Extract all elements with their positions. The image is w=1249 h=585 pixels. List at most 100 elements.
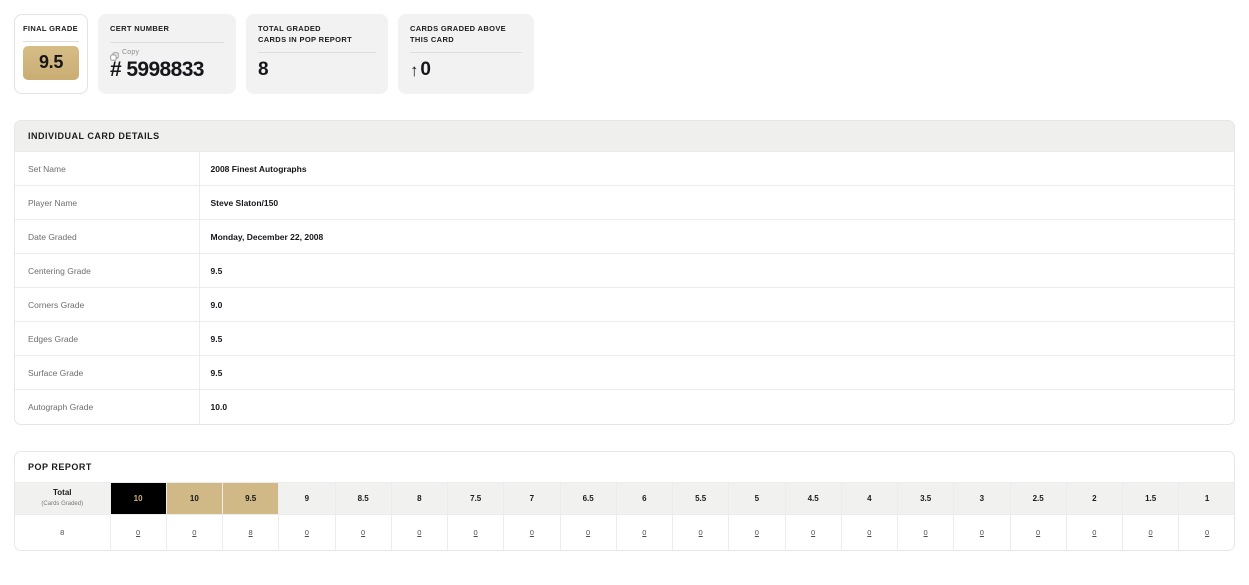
pop-grade-count-cell[interactable]: 0	[109, 513, 167, 550]
pop-grade-header-1-5: 1.5	[1121, 481, 1179, 514]
pop-grade-count-link[interactable]: 0	[1092, 527, 1097, 537]
pop-grade-header-7-5: 7.5	[446, 481, 504, 514]
pop-grade-count-link[interactable]: 0	[923, 527, 928, 537]
pop-grade-count-cell[interactable]: 0	[1009, 513, 1067, 550]
cert-number-value: # 5998833	[110, 57, 204, 81]
pop-grade-count-link[interactable]: 0	[642, 527, 647, 537]
pop-report-title: POP REPORT	[15, 451, 1234, 482]
pop-grade-count-cell[interactable]: 0	[390, 513, 448, 550]
pop-grade-header-2: 2	[1065, 481, 1123, 514]
pop-grade-count-link[interactable]: 0	[754, 527, 759, 537]
pop-grade-count-cell[interactable]: 0	[503, 513, 560, 550]
pop-grade-count-cell[interactable]: 0	[953, 513, 1010, 550]
table-row: Centering Grade 9.5	[15, 253, 1234, 288]
copy-cert-button[interactable]: Copy	[110, 48, 224, 61]
pop-grade-count-link[interactable]: 0	[529, 527, 534, 537]
pop-grade-header-4: 4	[840, 481, 898, 514]
detail-value: 9.5	[210, 265, 223, 276]
final-grade-badge: 9.5	[23, 45, 79, 80]
pop-grade-count-cell[interactable]: 0	[896, 513, 954, 550]
final-grade-card: FINAL GRADE 9.5	[14, 14, 88, 94]
pop-grade-header-5: 5	[728, 481, 785, 514]
pop-report-panel: POP REPORT Total (Cards Graded) 10 10 9.5 9…	[14, 450, 1235, 551]
pop-grade-count-cell[interactable]: 0	[1178, 513, 1234, 550]
pop-grade-count-cell[interactable]: 0	[728, 513, 785, 550]
detail-key: Corners Grade	[15, 287, 200, 322]
pop-grade-count-link[interactable]: 0	[192, 527, 197, 537]
final-grade-label: FINAL GRADE	[23, 24, 78, 33]
table-row: Surface Grade 9.5	[15, 355, 1234, 390]
pop-grade-count-link[interactable]: 8	[248, 527, 253, 537]
details-table: Set Name 2008 Finest Autographs Player Nam…	[15, 151, 1234, 424]
pop-grade-count-link[interactable]: 0	[698, 527, 703, 537]
card-divider	[258, 52, 376, 53]
pop-grade-count-cell[interactable]: 0	[671, 513, 729, 550]
detail-key: Player Name	[15, 185, 200, 220]
pop-grade-count-cell[interactable]: 0	[615, 513, 673, 550]
pop-grade-count-link[interactable]: 0	[361, 527, 366, 537]
card-divider	[110, 41, 224, 43]
table-row: Set Name 2008 Finest Autographs	[15, 151, 1234, 186]
pop-grade-count-cell[interactable]: 0	[1121, 513, 1179, 550]
detail-value: Monday, December 22, 2008	[210, 231, 324, 242]
pop-total-header-label: Total	[52, 487, 72, 497]
pop-grade-count-link[interactable]: 0	[979, 527, 984, 537]
pop-grade-count-link[interactable]: 0	[867, 527, 872, 537]
pop-grade-count-cell[interactable]: 0	[334, 513, 392, 550]
total-graded-value: 8	[258, 59, 269, 80]
table-row: Autograph Grade 10.0	[15, 389, 1234, 424]
pop-grade-header-8: 8	[390, 481, 448, 514]
cards-above-label: CARDS GRADED ABOVE THIS CARD	[410, 24, 507, 44]
pop-grade-header-6-5: 6.5	[559, 481, 617, 514]
cards-above-card: CARDS GRADED ABOVE THIS CARD ↑ 0	[398, 14, 534, 94]
arrow-up-icon: ↑	[410, 60, 419, 80]
detail-key: Autograph Grade	[15, 389, 200, 424]
detail-key: Date Graded	[15, 219, 200, 254]
pop-grade-header-7: 7	[503, 481, 560, 514]
pop-grade-count-link[interactable]: 0	[304, 527, 309, 537]
pop-grade-header-6: 6	[615, 481, 673, 514]
table-row: Corners Grade 9.0	[15, 287, 1234, 322]
pop-grade-count-link[interactable]: 0	[586, 527, 591, 537]
table-row: Edges Grade 9.5	[15, 321, 1234, 356]
table-row: Player Name Steve Slaton/150	[15, 185, 1234, 220]
pop-total-subheader: (Cards Graded)	[41, 500, 84, 507]
pop-grade-count-link[interactable]: 0	[473, 527, 478, 537]
individual-card-details-panel: INDIVIDUAL CARD DETAILS Set Name 2008 Fin…	[14, 120, 1235, 425]
card-divider	[410, 52, 522, 53]
detail-key: Set Name	[15, 151, 200, 186]
cert-number-card: CERT NUMBER Copy # 5998833	[98, 14, 236, 94]
pop-total-header: Total (Cards Graded)	[15, 481, 110, 514]
pop-report-table: Total (Cards Graded) 10 10 9.5 9 8.5 8 7.5 7 6.5…	[15, 481, 1234, 550]
pop-grade-count-cell[interactable]: 0	[840, 513, 898, 550]
pop-grade-count-link[interactable]: 0	[1205, 527, 1210, 537]
detail-value: 9.0	[210, 299, 223, 310]
pop-grade-count-link[interactable]: 0	[136, 527, 141, 537]
detail-value: 9.5	[210, 333, 223, 344]
pop-grade-count-cell[interactable]: 0	[559, 513, 617, 550]
pop-grade-count-cell[interactable]: 0	[278, 513, 335, 550]
pop-grade-count-cell[interactable]: 0	[1065, 513, 1123, 550]
pop-grade-header-8-5: 8.5	[334, 481, 392, 514]
pop-grade-count-link[interactable]: 0	[811, 527, 816, 537]
detail-key: Edges Grade	[15, 321, 200, 356]
pop-report-header-row: Total (Cards Graded) 10 10 9.5 9 8.5 8 7.5 7 6.5…	[15, 481, 1234, 514]
pop-grade-header-9: 9	[278, 481, 335, 514]
pop-grade-count-link[interactable]: 0	[1036, 527, 1041, 537]
pop-grade-header-10: 10	[165, 481, 223, 514]
pop-grade-count-link[interactable]: 0	[417, 527, 422, 537]
pop-grade-header-10-black: 10	[109, 481, 167, 514]
copy-icon	[110, 48, 119, 61]
detail-key: Centering Grade	[15, 253, 200, 288]
pop-grade-header-5-5: 5.5	[671, 481, 729, 514]
pop-grade-count-cell[interactable]: 0	[165, 513, 223, 550]
pop-grade-count-cell[interactable]: 8	[221, 513, 279, 550]
pop-grade-count-cell[interactable]: 0	[784, 513, 842, 550]
pop-grade-count-link[interactable]: 0	[1148, 527, 1153, 537]
pop-grade-header-1: 1	[1178, 481, 1234, 514]
cards-above-value-wrap: ↑ 0	[410, 58, 522, 82]
details-panel-title: INDIVIDUAL CARD DETAILS	[15, 121, 1234, 151]
pop-grade-header-9-5: 9.5	[221, 481, 279, 514]
pop-grade-count-cell[interactable]: 0	[446, 513, 504, 550]
